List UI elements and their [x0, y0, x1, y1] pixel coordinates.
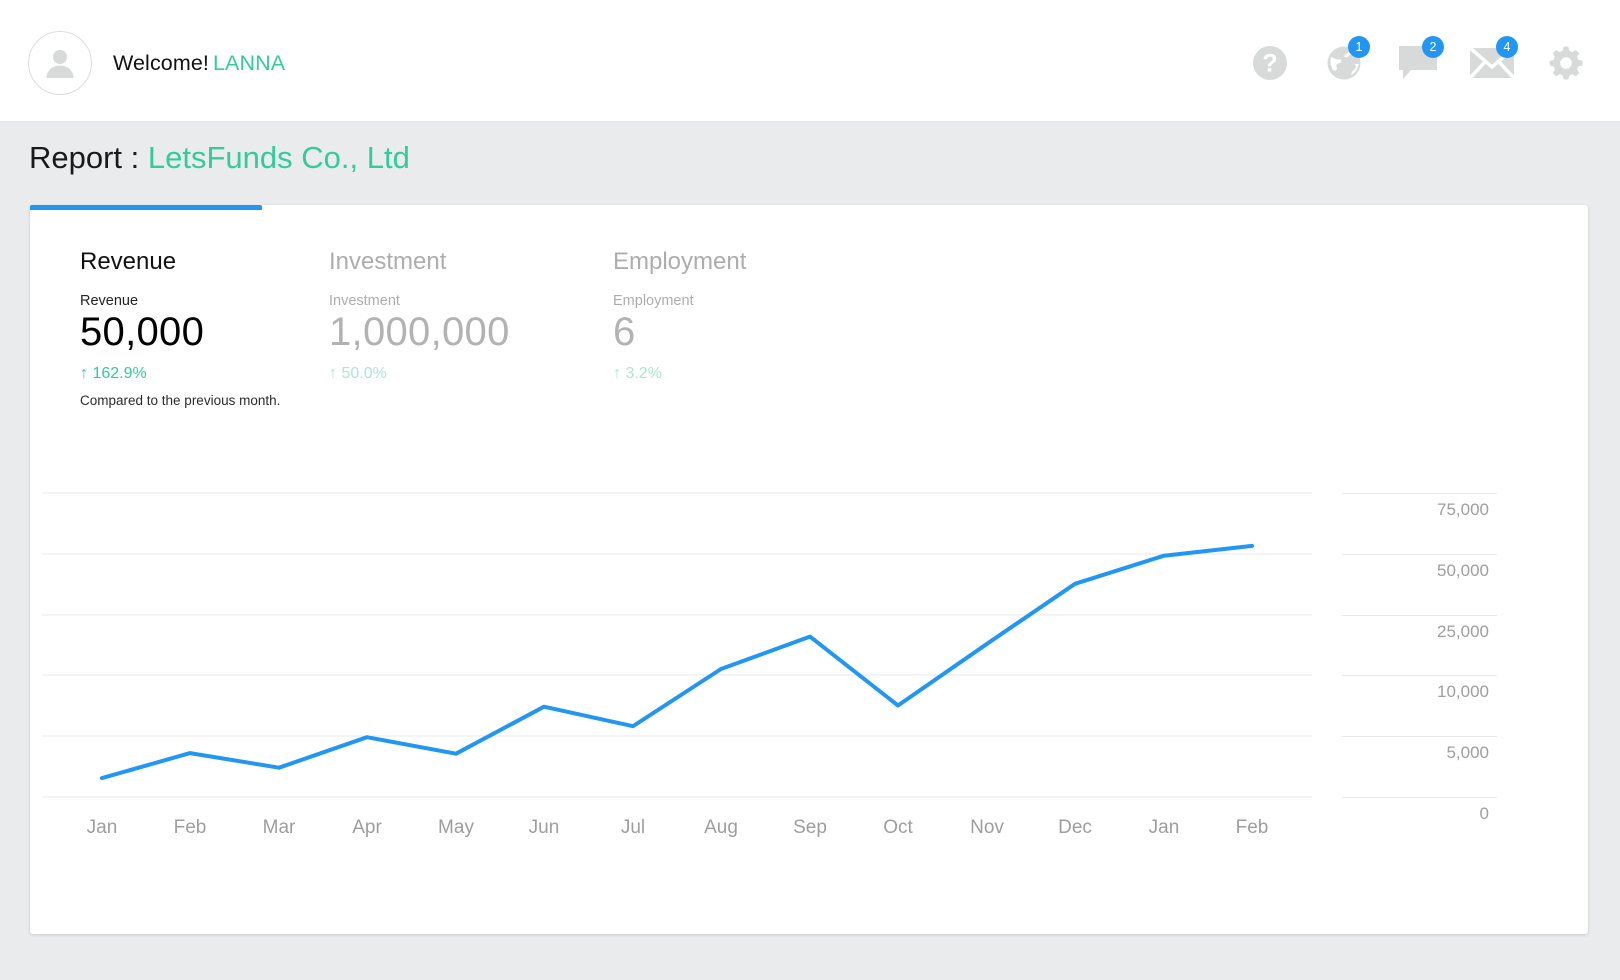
page-title-prefix: Report : [29, 140, 140, 175]
y-axis-tick: 0 [1342, 797, 1497, 824]
active-tab-indicator [30, 205, 262, 210]
y-axis-tick-label: 5,000 [1446, 743, 1489, 762]
help-icon[interactable]: ? [1246, 35, 1294, 91]
x-axis-tick-label: Jan [86, 817, 118, 838]
user-greeting-block: Welcome! LANNA [28, 31, 285, 95]
x-axis-tick-label: Apr [352, 817, 382, 838]
employment-sub-label: Employment [613, 293, 694, 310]
y-axis-tick: 50,000 [1342, 554, 1497, 581]
y-axis-tick-label: 25,000 [1437, 622, 1489, 641]
revenue-line-series [100, 543, 1254, 781]
mail-badge-count: 4 [1496, 36, 1518, 58]
mail-icon[interactable]: 4 [1468, 35, 1518, 91]
top-header-bar: Welcome! LANNA ? 1 2 [0, 0, 1620, 122]
globe-badge-count: 1 [1348, 36, 1370, 58]
investment-value: 1,000,000 [329, 310, 510, 355]
y-axis-tick-label: 75,000 [1437, 500, 1489, 519]
revenue-value: 50,000 [80, 310, 205, 355]
chart-x-axis: Jan Feb Mar Apr May Jun Jul Aug Sep Oct Nov Dec Jan F… [42, 817, 1312, 857]
tab-investment-label: Investment [329, 248, 447, 275]
welcome-text: Welcome! LANNA [113, 51, 285, 76]
messages-icon[interactable]: 2 [1394, 35, 1444, 91]
tab-employment[interactable]: Employment Employment 6 ↑ 3.2% [613, 248, 747, 383]
y-axis-tick-label: 50,000 [1437, 561, 1489, 580]
svg-text:?: ? [1262, 50, 1277, 78]
tab-revenue[interactable]: Revenue Revenue 50,000 ↑ 162.9% Compared… [80, 248, 281, 409]
page-title: Report : LetsFunds Co., Ltd [29, 140, 410, 176]
x-axis-tick-label: Nov [970, 817, 1004, 838]
x-axis-tick-label: Sep [793, 817, 827, 838]
y-axis-tick-label: 10,000 [1437, 682, 1489, 701]
x-axis-tick-label: Mar [262, 817, 296, 838]
messages-badge-count: 2 [1422, 36, 1444, 58]
x-axis-tick-label: Jan [1148, 817, 1180, 838]
revenue-delta: ↑ 162.9% [80, 365, 147, 383]
investment-sub-label: Investment [329, 293, 400, 310]
employment-delta: ↑ 3.2% [613, 365, 662, 383]
employment-value: 6 [613, 310, 636, 355]
tab-revenue-label: Revenue [80, 248, 177, 275]
settings-icon[interactable] [1542, 35, 1590, 91]
tab-investment[interactable]: Investment Investment 1,000,000 ↑ 50.0% [329, 248, 510, 383]
chart-gridlines [42, 492, 1312, 798]
x-axis-tick-label: Jun [528, 817, 560, 838]
y-axis-tick: 25,000 [1342, 615, 1497, 642]
globe-icon[interactable]: 1 [1320, 35, 1370, 91]
header-icon-tray: ? 1 2 4 [1246, 31, 1590, 95]
revenue-footnote: Compared to the previous month. [80, 393, 281, 409]
y-axis-tick: 75,000 [1342, 493, 1497, 520]
chart-y-axis: 75,000 50,000 25,000 10,000 5,000 0 [1342, 475, 1497, 823]
user-name: LANNA [213, 50, 286, 75]
x-axis-tick-label: Dec [1058, 817, 1092, 838]
investment-delta: ↑ 50.0% [329, 365, 387, 383]
x-axis-tick-label: Feb [1235, 817, 1269, 838]
x-axis-tick-label: Jul [620, 817, 646, 838]
report-card: Revenue Revenue 50,000 ↑ 162.9% Compared… [30, 205, 1588, 934]
chart-plot-area [42, 475, 1312, 815]
avatar[interactable] [28, 31, 92, 95]
y-axis-tick-label: 0 [1479, 804, 1489, 823]
revenue-chart: 75,000 50,000 25,000 10,000 5,000 0 Jan Feb Mar… [30, 475, 1588, 895]
page-title-company: LetsFunds Co., Ltd [147, 140, 410, 175]
welcome-label: Welcome! [113, 50, 209, 75]
x-axis-tick-label: Aug [704, 817, 738, 838]
x-axis-tick-label: Feb [173, 817, 207, 838]
x-axis-tick-label: Oct [883, 817, 913, 838]
revenue-sub-label: Revenue [80, 293, 139, 310]
x-axis-tick-label: May [438, 817, 474, 838]
y-axis-tick: 5,000 [1342, 736, 1497, 763]
y-axis-tick: 10,000 [1342, 675, 1497, 702]
tab-employment-label: Employment [613, 248, 747, 275]
